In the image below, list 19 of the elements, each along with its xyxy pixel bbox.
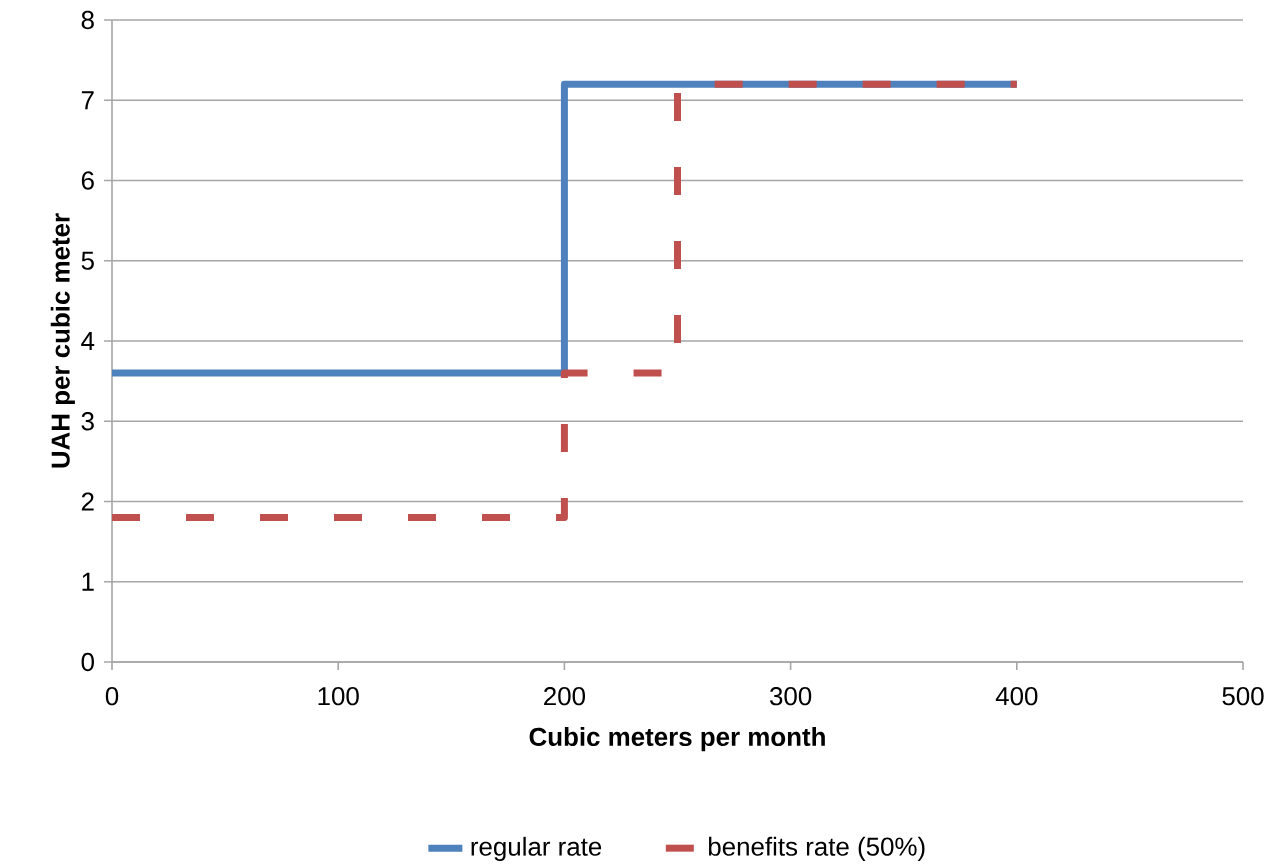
y-tick-label: 1 — [82, 572, 94, 591]
y-tick-label: 7 — [81, 91, 94, 110]
x-tick-label: 100 — [318, 687, 359, 706]
y-tick-label: 2 — [81, 492, 94, 511]
y-tick-label: 5 — [81, 251, 94, 270]
y-tick-label: 4 — [81, 332, 95, 350]
x-tick-label: 200 — [544, 687, 586, 706]
y-tick-label: 8 — [81, 10, 94, 30]
legend-label: benefits rate (50%) — [708, 836, 925, 861]
x-tick-label: 500 — [1222, 687, 1264, 706]
y-axis-title: UAH per cubic meter — [50, 213, 75, 468]
x-tick-label: 300 — [770, 687, 812, 706]
y-tick-label: 6 — [81, 171, 94, 190]
y-tick-label: 0 — [81, 652, 94, 672]
y-tick-label: 3 — [81, 412, 94, 431]
x-axis-title: Cubic meters per month — [529, 727, 825, 752]
x-tick-label: 400 — [995, 687, 1038, 706]
x-tick-label: 0 — [105, 687, 119, 706]
legend-label: regular rate — [471, 836, 602, 861]
